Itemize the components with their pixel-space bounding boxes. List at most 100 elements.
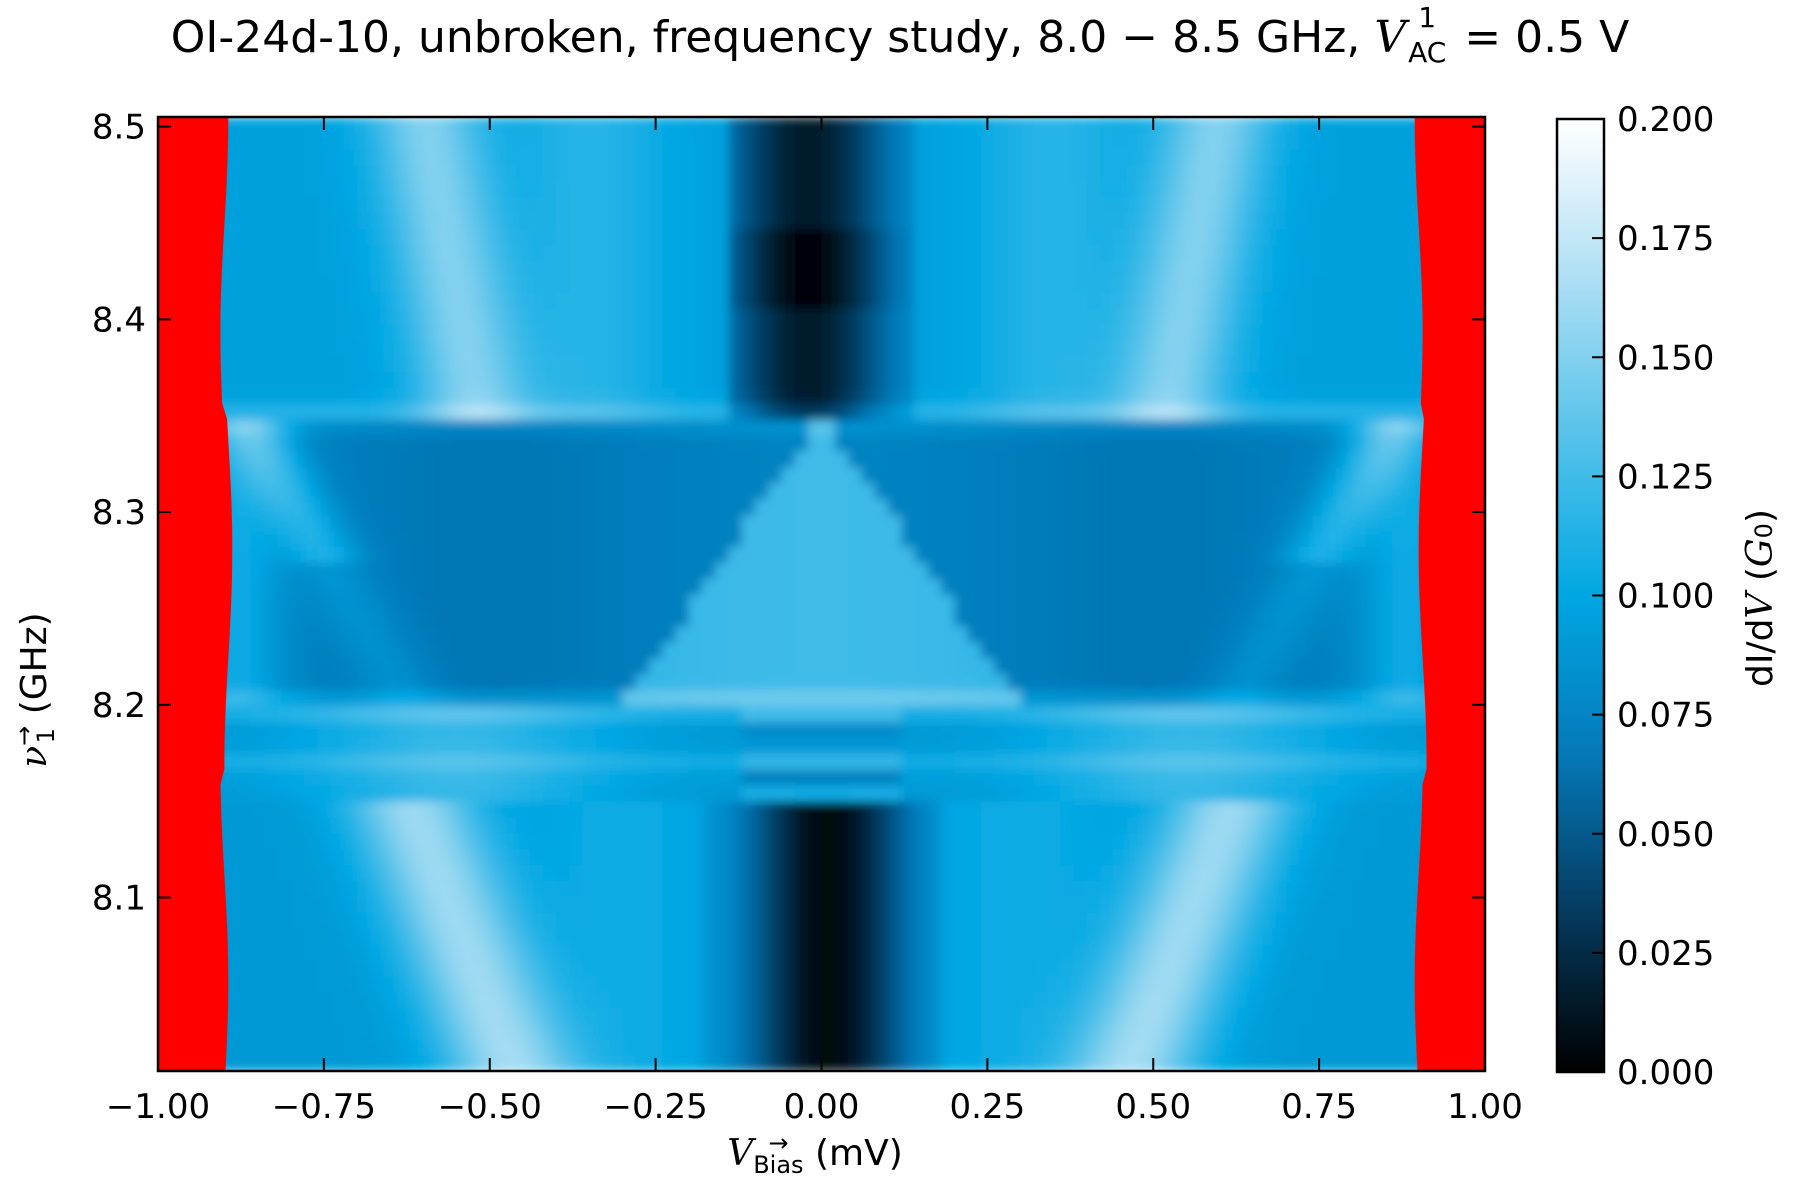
heatmap-cell: [1206, 307, 1221, 325]
heatmap-cell: [1086, 371, 1101, 389]
heatmap-cell: [383, 466, 398, 484]
heatmap-cell: [357, 943, 372, 961]
heatmap-cell: [556, 721, 571, 738]
heatmap-cell: [250, 848, 265, 866]
title-suffix: = 0.5 V: [1450, 12, 1630, 63]
heatmap-cell: [755, 419, 770, 436]
heatmap-cell: [582, 482, 597, 500]
heatmap-cell: [370, 530, 385, 548]
heatmap-cell: [503, 768, 518, 786]
heatmap-cell: [1405, 594, 1420, 611]
heatmap-cell: [529, 355, 544, 373]
heatmap-cell: [755, 609, 770, 627]
heatmap-cell: [1352, 768, 1367, 786]
heatmap-cell: [1020, 403, 1035, 420]
heatmap-cell: [609, 625, 624, 643]
heatmap-cell: [1113, 482, 1128, 500]
heatmap-cell: [529, 1039, 544, 1056]
heatmap-cell: [1073, 641, 1088, 659]
heatmap-cell: [662, 991, 677, 1009]
heatmap-cell: [887, 276, 902, 293]
heatmap-cell: [980, 387, 995, 404]
heatmap-cell: [330, 419, 345, 436]
heatmap-cell: [967, 514, 982, 532]
heatmap-cell: [357, 355, 372, 373]
heatmap-cell: [1392, 323, 1407, 341]
heatmap-cell: [503, 625, 518, 643]
heatmap-cell: [635, 943, 650, 961]
heatmap-cell: [1007, 387, 1022, 404]
heatmap-cell: [370, 594, 385, 611]
heatmap-cell: [1007, 355, 1022, 373]
heatmap-cell: [1113, 546, 1128, 563]
heatmap-cell: [834, 991, 849, 1009]
heatmap-cell: [317, 609, 332, 627]
heatmap-cell: [1219, 530, 1234, 548]
heatmap-cell: [901, 514, 916, 532]
heatmap-cell: [436, 673, 451, 691]
heatmap-cell: [383, 594, 398, 611]
heatmap-cell: [290, 991, 305, 1009]
heatmap-cell: [1232, 594, 1247, 611]
heatmap-cell: [410, 355, 425, 373]
heatmap-cell: [264, 689, 279, 707]
heatmap-cell: [1020, 1039, 1035, 1056]
heatmap-cell: [516, 784, 531, 802]
heatmap-cell: [1378, 625, 1393, 643]
heatmap-cell: [1232, 578, 1247, 595]
heatmap-cell: [1392, 816, 1407, 834]
heatmap-cell: [715, 991, 730, 1009]
heatmap-cell: [370, 371, 385, 389]
heatmap-cell: [861, 784, 876, 802]
heatmap-cell: [476, 880, 491, 897]
heatmap-cell: [967, 466, 982, 484]
heatmap-cell: [702, 562, 717, 579]
heatmap-cell: [1325, 514, 1340, 532]
heatmap-cell: [370, 435, 385, 452]
heatmap-cell: [357, 768, 372, 786]
heatmap-cell: [1219, 1039, 1234, 1056]
heatmap-cell: [1047, 498, 1062, 516]
heatmap-cell: [1312, 276, 1327, 293]
heatmap-cell: [662, 578, 677, 595]
heatmap-cell: [1139, 419, 1155, 436]
heatmap-cell: [768, 578, 783, 595]
heatmap-cell: [675, 625, 690, 643]
heatmap-cell: [556, 991, 571, 1009]
heatmap-cell: [264, 768, 279, 786]
heatmap-cell: [1259, 1007, 1274, 1025]
heatmap-cell: [1405, 896, 1420, 913]
heatmap-cell: [463, 371, 478, 389]
heatmap-cell: [954, 450, 969, 468]
heatmap-cell: [330, 991, 345, 1009]
heatmap-cell: [343, 896, 358, 913]
heatmap-cell: [277, 657, 292, 675]
heatmap-cell: [1047, 896, 1062, 913]
heatmap-cell: [954, 641, 969, 659]
heatmap-cell: [1047, 387, 1062, 404]
heatmap-cell: [1047, 864, 1062, 881]
heatmap-cell: [503, 991, 518, 1009]
heatmap-cell: [1206, 753, 1221, 770]
heatmap-cell: [994, 991, 1009, 1009]
heatmap-cell: [582, 1055, 597, 1071]
heatmap-cell: [1020, 800, 1035, 818]
heatmap-cell: [1139, 307, 1155, 325]
heatmap-cell: [980, 768, 995, 786]
heatmap-cell: [436, 466, 451, 484]
heatmap-cell: [1232, 800, 1247, 818]
heatmap-cell: [357, 975, 372, 993]
heatmap-cell: [569, 307, 584, 325]
heatmap-cell: [1113, 959, 1128, 977]
heatmap-cell: [702, 355, 717, 373]
heatmap-cell: [1153, 625, 1168, 643]
heatmap-cell: [808, 800, 823, 818]
heatmap-cell: [1139, 387, 1155, 404]
heatmap-cell: [781, 578, 796, 595]
heatmap-cell: [901, 959, 916, 977]
heatmap-cell: [237, 482, 252, 500]
heatmap-cell: [662, 753, 677, 770]
heatmap-cell: [622, 371, 637, 389]
heatmap-cell: [635, 848, 650, 866]
heatmap-cell: [1219, 276, 1234, 293]
